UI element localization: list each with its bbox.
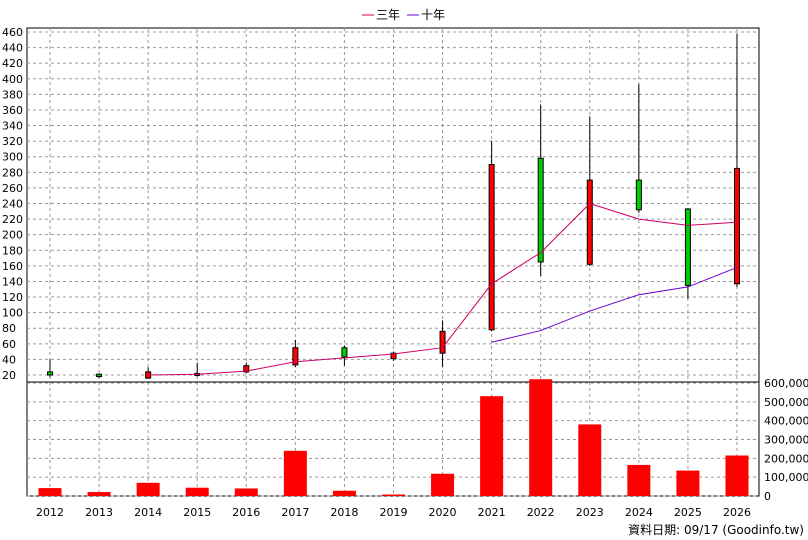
- candle-body: [635, 179, 642, 211]
- candle-body: [537, 157, 544, 263]
- legend: 三年 十年: [362, 8, 445, 22]
- volume-bar: [627, 464, 651, 496]
- candle-body: [390, 352, 397, 360]
- price-tick-label: 220: [2, 213, 23, 226]
- volume-tick-label: 400,000: [764, 415, 808, 428]
- year-tick-label: 2016: [232, 506, 260, 519]
- candle-body: [47, 371, 53, 376]
- volume-tick-label: 100,000: [764, 471, 808, 484]
- volume-bar: [87, 492, 111, 496]
- volume-axis: 0 100,000 200,000 300,000 400,000 500,000 600,…: [764, 377, 808, 503]
- price-tick-label: 120: [2, 291, 23, 304]
- price-tick-label: 100: [2, 307, 23, 320]
- year-tick-label: 2023: [576, 506, 604, 519]
- year-tick-label: 2017: [281, 506, 309, 519]
- price-tick-label: 140: [2, 275, 23, 288]
- price-tick-label: 180: [2, 244, 23, 257]
- volume-tick-label: 300,000: [764, 434, 808, 447]
- volume-bar: [283, 450, 307, 496]
- volume-bar: [136, 482, 160, 496]
- price-tick-label: 60: [2, 338, 16, 351]
- volume-bar: [332, 490, 356, 496]
- price-tick-label: 300: [2, 151, 23, 164]
- year-tick-label: 2022: [527, 506, 555, 519]
- series-line: [491, 266, 738, 343]
- grid: [27, 28, 759, 497]
- year-tick-label: 2013: [85, 506, 113, 519]
- price-tick-label: 420: [2, 57, 23, 70]
- price-tick-label: 20: [2, 369, 16, 382]
- candle-body: [586, 179, 593, 265]
- price-tick-label: 160: [2, 260, 23, 273]
- year-axis: 2012 2013 2014 2015 2016 2017 2018 2019 2020 2021…: [36, 506, 751, 519]
- candle-body: [733, 167, 740, 285]
- candlesticks: [47, 33, 740, 379]
- year-tick-label: 2025: [674, 506, 702, 519]
- volume-bar: [725, 455, 749, 496]
- candle-body: [243, 365, 250, 373]
- volume-bar: [381, 494, 405, 496]
- price-tick-label: 320: [2, 135, 23, 148]
- volume-tick-label: 200,000: [764, 452, 808, 465]
- year-tick-label: 2024: [625, 506, 653, 519]
- price-tick-label: 40: [2, 353, 16, 366]
- volume-tick-label: 0: [764, 490, 771, 503]
- candle-body: [96, 373, 103, 378]
- price-tick-label: 240: [2, 198, 23, 211]
- moving-average-lines: [148, 202, 738, 376]
- volume-bar: [676, 470, 700, 496]
- price-tick-label: 400: [2, 73, 23, 86]
- price-tick-label: 80: [2, 322, 16, 335]
- price-axis: 20 40 60 80 100 120 140 160 180 200 220 240 260 280 30…: [2, 26, 23, 382]
- candle-body: [341, 347, 348, 358]
- year-tick-label: 2018: [330, 506, 358, 519]
- legend-label: 三年: [376, 8, 400, 22]
- volume-tick-label: 600,000: [764, 377, 808, 390]
- volume-bar: [38, 488, 62, 496]
- year-tick-label: 2015: [183, 506, 211, 519]
- volume-bar: [185, 487, 209, 496]
- volume-tick-label: 500,000: [764, 396, 808, 409]
- year-tick-label: 2021: [478, 506, 506, 519]
- legend-label: 十年: [421, 8, 445, 22]
- price-tick-label: 360: [2, 104, 23, 117]
- candle-body: [439, 330, 446, 354]
- price-tick-label: 280: [2, 166, 23, 179]
- volume-bar: [578, 424, 602, 496]
- volume-bar: [431, 473, 455, 496]
- year-tick-label: 2020: [429, 506, 457, 519]
- series-line: [148, 202, 738, 376]
- price-tick-label: 440: [2, 42, 23, 55]
- candle-body: [684, 208, 691, 286]
- year-tick-label: 2026: [723, 506, 751, 519]
- price-tick-label: 460: [2, 26, 23, 39]
- year-tick-label: 2014: [134, 506, 162, 519]
- price-tick-label: 260: [2, 182, 23, 195]
- volume-bar: [529, 379, 553, 496]
- price-tick-label: 380: [2, 88, 23, 101]
- volume-bar: [480, 396, 504, 496]
- volume-bars: [38, 379, 749, 496]
- year-tick-label: 2012: [36, 506, 64, 519]
- price-tick-label: 200: [2, 229, 23, 242]
- data-date-footer: 資料日期: 09/17 (Goodinfo.tw): [628, 523, 804, 537]
- price-tick-label: 340: [2, 120, 23, 133]
- candle-body: [488, 164, 495, 331]
- year-tick-label: 2019: [379, 506, 407, 519]
- volume-bar: [234, 488, 258, 496]
- candle-body: [292, 347, 299, 366]
